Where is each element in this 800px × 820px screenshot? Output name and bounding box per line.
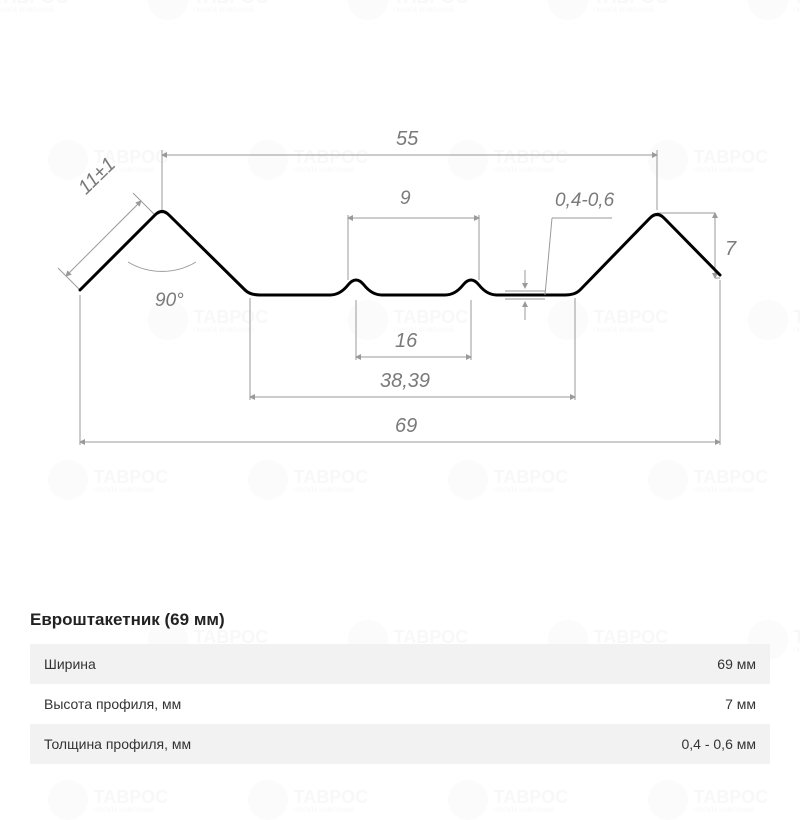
dim-mid-span: 16 [395,330,417,353]
spec-value: 69 мм [717,656,756,672]
dim-inner-bump: 9 [400,188,411,210]
spec-label: Высота профиля, мм [44,696,181,712]
spec-section: Евроштакетник (69 мм) Ширина 69 мм Высота … [30,610,770,764]
spec-row: Ширина 69 мм [30,644,770,684]
dim-total-width: 69 [395,415,417,438]
spec-row: Толщина профиля, мм 0,4 - 0,6 мм [30,724,770,764]
dim-inner-span: 38,39 [380,370,430,393]
spec-value: 7 мм [725,696,756,712]
dim-right-height: 7 [725,238,736,261]
spec-table: Ширина 69 мм Высота профиля, мм 7 мм Толщина… [30,644,770,764]
spec-row: Высота профиля, мм 7 мм [30,684,770,724]
dim-top-span: 55 [396,128,418,151]
technical-diagram: 55 9 0,4-0,6 7 11±1 90° 16 38,39 69 [0,0,800,560]
spec-value: 0,4 - 0,6 мм [681,736,756,752]
spec-title: Евроштакетник (69 мм) [30,610,770,630]
spec-label: Ширина [44,656,96,672]
profile-svg [0,0,800,560]
dim-angle: 90° [155,290,184,312]
spec-label: Толщина профиля, мм [44,736,191,752]
dim-thickness: 0,4-0,6 [555,190,614,212]
